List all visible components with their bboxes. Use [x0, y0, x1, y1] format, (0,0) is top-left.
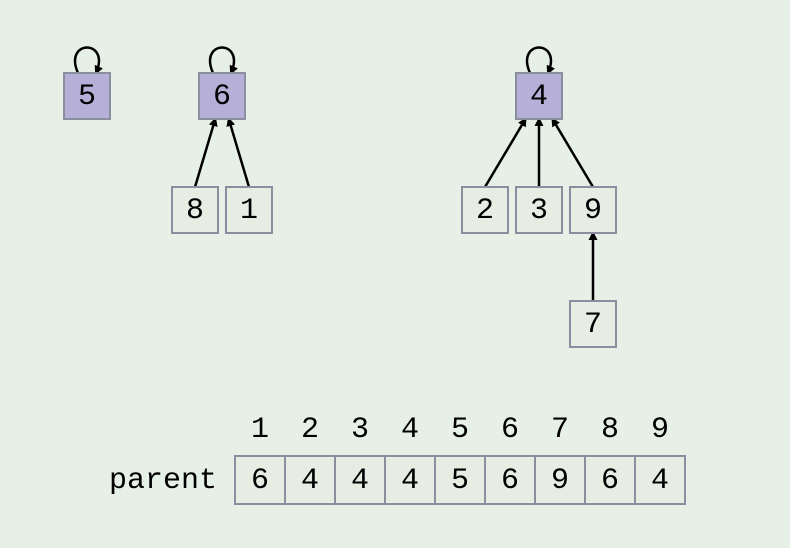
diagram-stage: 568142397 parent162434445566798694	[0, 0, 790, 548]
tree-node: 9	[570, 187, 616, 233]
edge-arrow	[195, 119, 215, 187]
array-value: 5	[451, 464, 469, 498]
array-value: 4	[351, 464, 369, 498]
array-index: 4	[401, 413, 419, 447]
array-index: 5	[451, 413, 469, 447]
array-index: 9	[651, 413, 669, 447]
tree-node: 5	[64, 73, 110, 119]
array-index: 8	[601, 413, 619, 447]
node-label: 7	[584, 308, 602, 342]
array-value: 4	[651, 464, 669, 498]
array-index: 3	[351, 413, 369, 447]
array-value: 6	[501, 464, 519, 498]
self-loop-arrow	[527, 48, 551, 74]
array-index: 7	[551, 413, 569, 447]
node-label: 5	[78, 80, 96, 114]
tree-node: 4	[516, 73, 562, 119]
node-label: 3	[530, 194, 548, 228]
tree-node: 3	[516, 187, 562, 233]
tree-node: 2	[462, 187, 508, 233]
array-value: 4	[401, 464, 419, 498]
array-index: 2	[301, 413, 319, 447]
self-loop-arrow	[75, 48, 99, 74]
tree-node: 1	[226, 187, 272, 233]
node-label: 8	[186, 194, 204, 228]
edge-arrow	[485, 119, 526, 187]
node-label: 2	[476, 194, 494, 228]
array-label: parent	[109, 464, 217, 498]
tree-node: 6	[199, 73, 245, 119]
array-value: 4	[301, 464, 319, 498]
tree-node: 7	[570, 301, 616, 347]
edge-arrow	[553, 119, 594, 187]
node-label: 9	[584, 194, 602, 228]
self-loop-arrow	[210, 48, 234, 74]
array-value: 9	[551, 464, 569, 498]
edge-arrow	[229, 119, 249, 187]
tree-node: 8	[172, 187, 218, 233]
node-label: 4	[530, 80, 548, 114]
node-label: 1	[240, 194, 258, 228]
array-index: 1	[251, 413, 269, 447]
array-value: 6	[251, 464, 269, 498]
array-index: 6	[501, 413, 519, 447]
node-label: 6	[213, 80, 231, 114]
array-value: 6	[601, 464, 619, 498]
